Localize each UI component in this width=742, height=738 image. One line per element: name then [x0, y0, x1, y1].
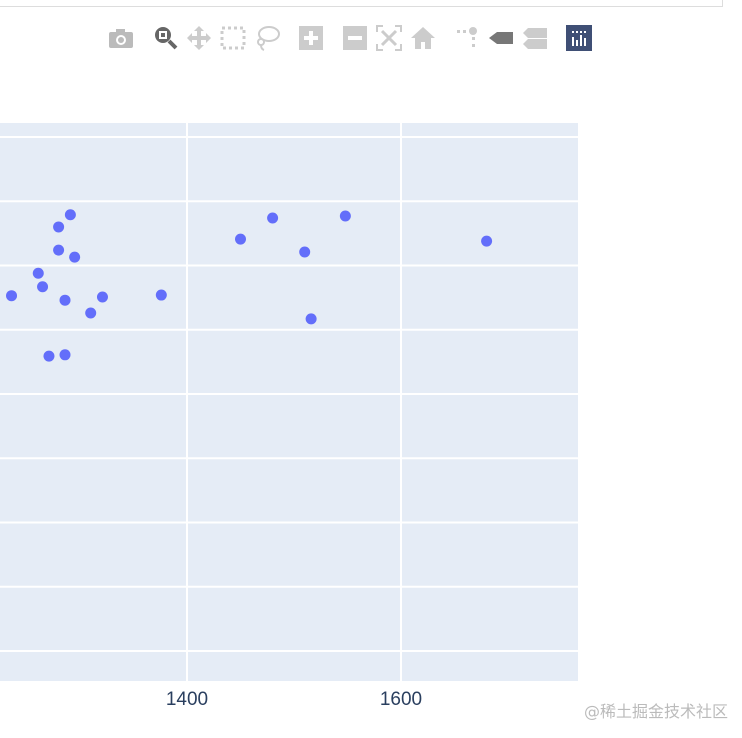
- autoscale-icon[interactable]: [372, 22, 406, 54]
- data-point[interactable]: [6, 290, 18, 302]
- watermark: @稀土掘金技术社区: [583, 702, 728, 721]
- hover-closest-icon[interactable]: [484, 22, 518, 54]
- data-point[interactable]: [69, 251, 81, 263]
- top-border: [0, 0, 723, 7]
- plot-background: [0, 123, 578, 681]
- data-point[interactable]: [59, 294, 71, 306]
- data-point[interactable]: [85, 307, 97, 319]
- zoom-icon[interactable]: [148, 22, 182, 54]
- hover-compare-icon[interactable]: [518, 22, 552, 54]
- data-point[interactable]: [64, 209, 76, 221]
- x-tick-label: 1600: [380, 689, 422, 710]
- data-point[interactable]: [96, 291, 108, 303]
- data-point[interactable]: [481, 235, 493, 247]
- data-point[interactable]: [59, 349, 71, 361]
- data-point[interactable]: [53, 244, 65, 256]
- data-point[interactable]: [53, 221, 65, 233]
- camera-icon[interactable]: [104, 22, 138, 54]
- pan-icon[interactable]: [182, 22, 216, 54]
- reset-axes-icon[interactable]: [406, 22, 440, 54]
- data-point[interactable]: [37, 281, 49, 293]
- zoom-out-icon[interactable]: [338, 22, 372, 54]
- data-point[interactable]: [299, 246, 311, 258]
- box-select-icon[interactable]: [216, 22, 250, 54]
- modebar: [104, 22, 596, 54]
- data-point[interactable]: [339, 210, 351, 222]
- zoom-in-icon[interactable]: [294, 22, 328, 54]
- data-point[interactable]: [43, 350, 55, 362]
- data-point[interactable]: [32, 267, 44, 279]
- data-point[interactable]: [235, 233, 246, 245]
- x-tick-label: 1400: [166, 689, 208, 710]
- plotly-logo-icon[interactable]: [562, 22, 596, 54]
- lasso-select-icon[interactable]: [250, 22, 284, 54]
- data-point[interactable]: [155, 289, 167, 301]
- spike-lines-icon[interactable]: [450, 22, 484, 54]
- data-point[interactable]: [267, 212, 279, 224]
- data-point[interactable]: [305, 313, 317, 325]
